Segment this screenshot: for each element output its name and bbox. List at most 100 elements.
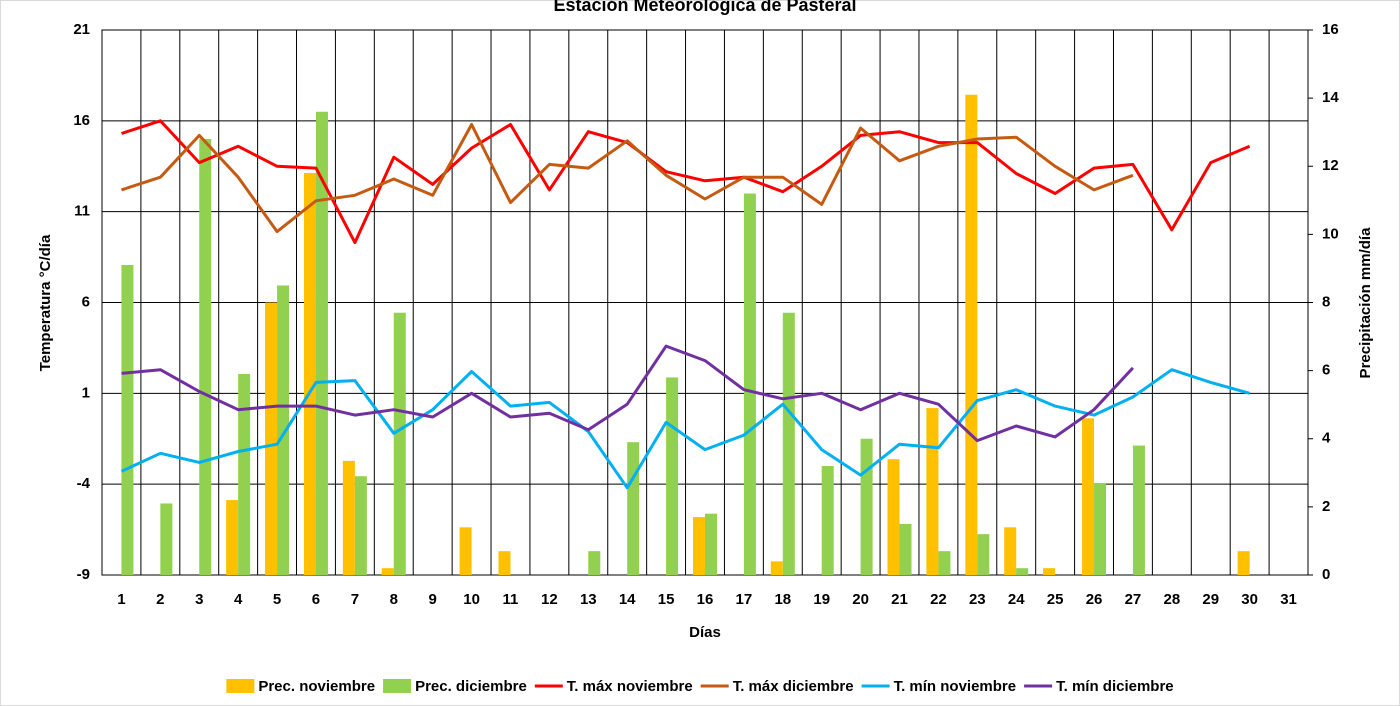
y-tick-label: 6: [82, 293, 90, 310]
x-tick-label: 2: [156, 591, 164, 608]
x-axis-title: Días: [689, 624, 721, 641]
y2-tick-label: 6: [1322, 362, 1330, 379]
y2-tick-label: 0: [1322, 566, 1330, 583]
y2-tick-label: 4: [1322, 430, 1331, 447]
bar: [1237, 551, 1250, 575]
legend-label: T. máx diciembre: [733, 678, 854, 695]
bar: [770, 561, 783, 575]
line: [120, 368, 1251, 490]
x-tick-label: 9: [429, 591, 437, 608]
bar: [1043, 568, 1056, 575]
bar: [265, 302, 278, 575]
x-tick-label: 12: [541, 591, 558, 608]
y-tick-label: 16: [73, 112, 90, 129]
bar: [965, 94, 978, 575]
x-tick-label: 20: [852, 591, 869, 608]
bar: [381, 568, 394, 575]
bar: [1094, 483, 1107, 575]
y-tick-label: 11: [74, 203, 90, 220]
bar: [238, 374, 251, 575]
x-tick-label: 19: [813, 591, 830, 608]
bar: [705, 513, 717, 575]
y2-tick-label: 14: [1322, 89, 1339, 106]
bar: [121, 265, 134, 575]
bar: [627, 442, 640, 575]
y2-tick-label: 10: [1322, 225, 1339, 242]
x-tick-label: 21: [891, 591, 908, 608]
x-tick-label: 24: [1008, 591, 1025, 608]
line: [121, 119, 1251, 245]
y2-axis-title: Precipitación mm/día: [1357, 227, 1374, 379]
x-tick-label: 8: [390, 591, 398, 608]
y-tick-label: 21: [73, 21, 90, 38]
legend-label: Prec. noviembre: [258, 678, 375, 695]
bar: [926, 408, 939, 575]
bar: [354, 476, 367, 575]
bar: [1082, 418, 1095, 575]
bar: [1004, 527, 1017, 575]
legend-label: Prec. diciembre: [415, 678, 527, 695]
x-tick-label: 15: [658, 591, 675, 608]
x-tick-label: 10: [463, 591, 480, 608]
y-tick-label: -4: [77, 475, 91, 492]
bar: [693, 517, 705, 575]
x-tick-label: 23: [969, 591, 986, 608]
line: [121, 123, 1134, 234]
legend: Prec. noviembre Prec. diciembre T. máx nov…: [226, 678, 1174, 695]
x-tick-label: 28: [1163, 591, 1180, 608]
bar: [1132, 445, 1145, 575]
x-tick-label: 1: [117, 591, 125, 608]
bar: [821, 466, 834, 575]
x-tick-label: 17: [736, 591, 753, 608]
x-tick-label: 29: [1202, 591, 1219, 608]
y-tick-label: 1: [82, 384, 90, 401]
bar: [199, 139, 212, 575]
bar: [782, 312, 795, 575]
x-tick-label: 7: [351, 591, 359, 608]
x-tick-label: 27: [1125, 591, 1142, 608]
bar: [226, 500, 239, 575]
bar: [977, 534, 990, 575]
bar: [899, 523, 912, 575]
bar: [393, 312, 406, 575]
x-tick-label: 26: [1086, 591, 1103, 608]
bar: [588, 551, 601, 575]
x-tick-label: 11: [503, 591, 519, 608]
y-axis-title: Temperatura °C/día: [37, 234, 54, 371]
legend-swatch: [383, 679, 412, 693]
bar: [303, 173, 316, 575]
legend-label: T. mín noviembre: [894, 678, 1017, 695]
bar: [315, 111, 328, 575]
x-tick-label: 16: [697, 591, 714, 608]
y2-tick-label: 2: [1322, 498, 1330, 515]
bar: [459, 527, 472, 575]
bar: [887, 459, 900, 575]
legend-label: T. máx noviembre: [567, 678, 693, 695]
x-tick-label: 30: [1241, 591, 1258, 608]
x-tick-label: 31: [1280, 591, 1297, 608]
y2-tick-label: 16: [1322, 21, 1339, 38]
bar: [498, 551, 511, 575]
y-tick-label: -9: [77, 566, 90, 583]
x-tick-label: 14: [619, 591, 636, 608]
x-tick-label: 6: [312, 591, 320, 608]
y2-tick-label: 12: [1322, 157, 1339, 174]
x-tick-label: 13: [580, 591, 597, 608]
bar: [1016, 568, 1029, 575]
y2-tick-label: 8: [1322, 293, 1330, 310]
legend-label: T. mín diciembre: [1056, 678, 1174, 695]
x-tick-label: 5: [273, 591, 281, 608]
x-tick-label: 3: [195, 591, 203, 608]
x-tick-label: 22: [930, 591, 947, 608]
x-tick-label: 18: [774, 591, 791, 608]
line: [121, 344, 1134, 443]
bar: [160, 503, 173, 575]
x-tick-label: 25: [1047, 591, 1064, 608]
bar: [666, 377, 679, 575]
legend-swatch: [226, 679, 255, 693]
chart-title: Estación Meteorológica de Pasteral: [553, 0, 856, 15]
bar: [743, 193, 756, 575]
bar: [860, 438, 873, 575]
